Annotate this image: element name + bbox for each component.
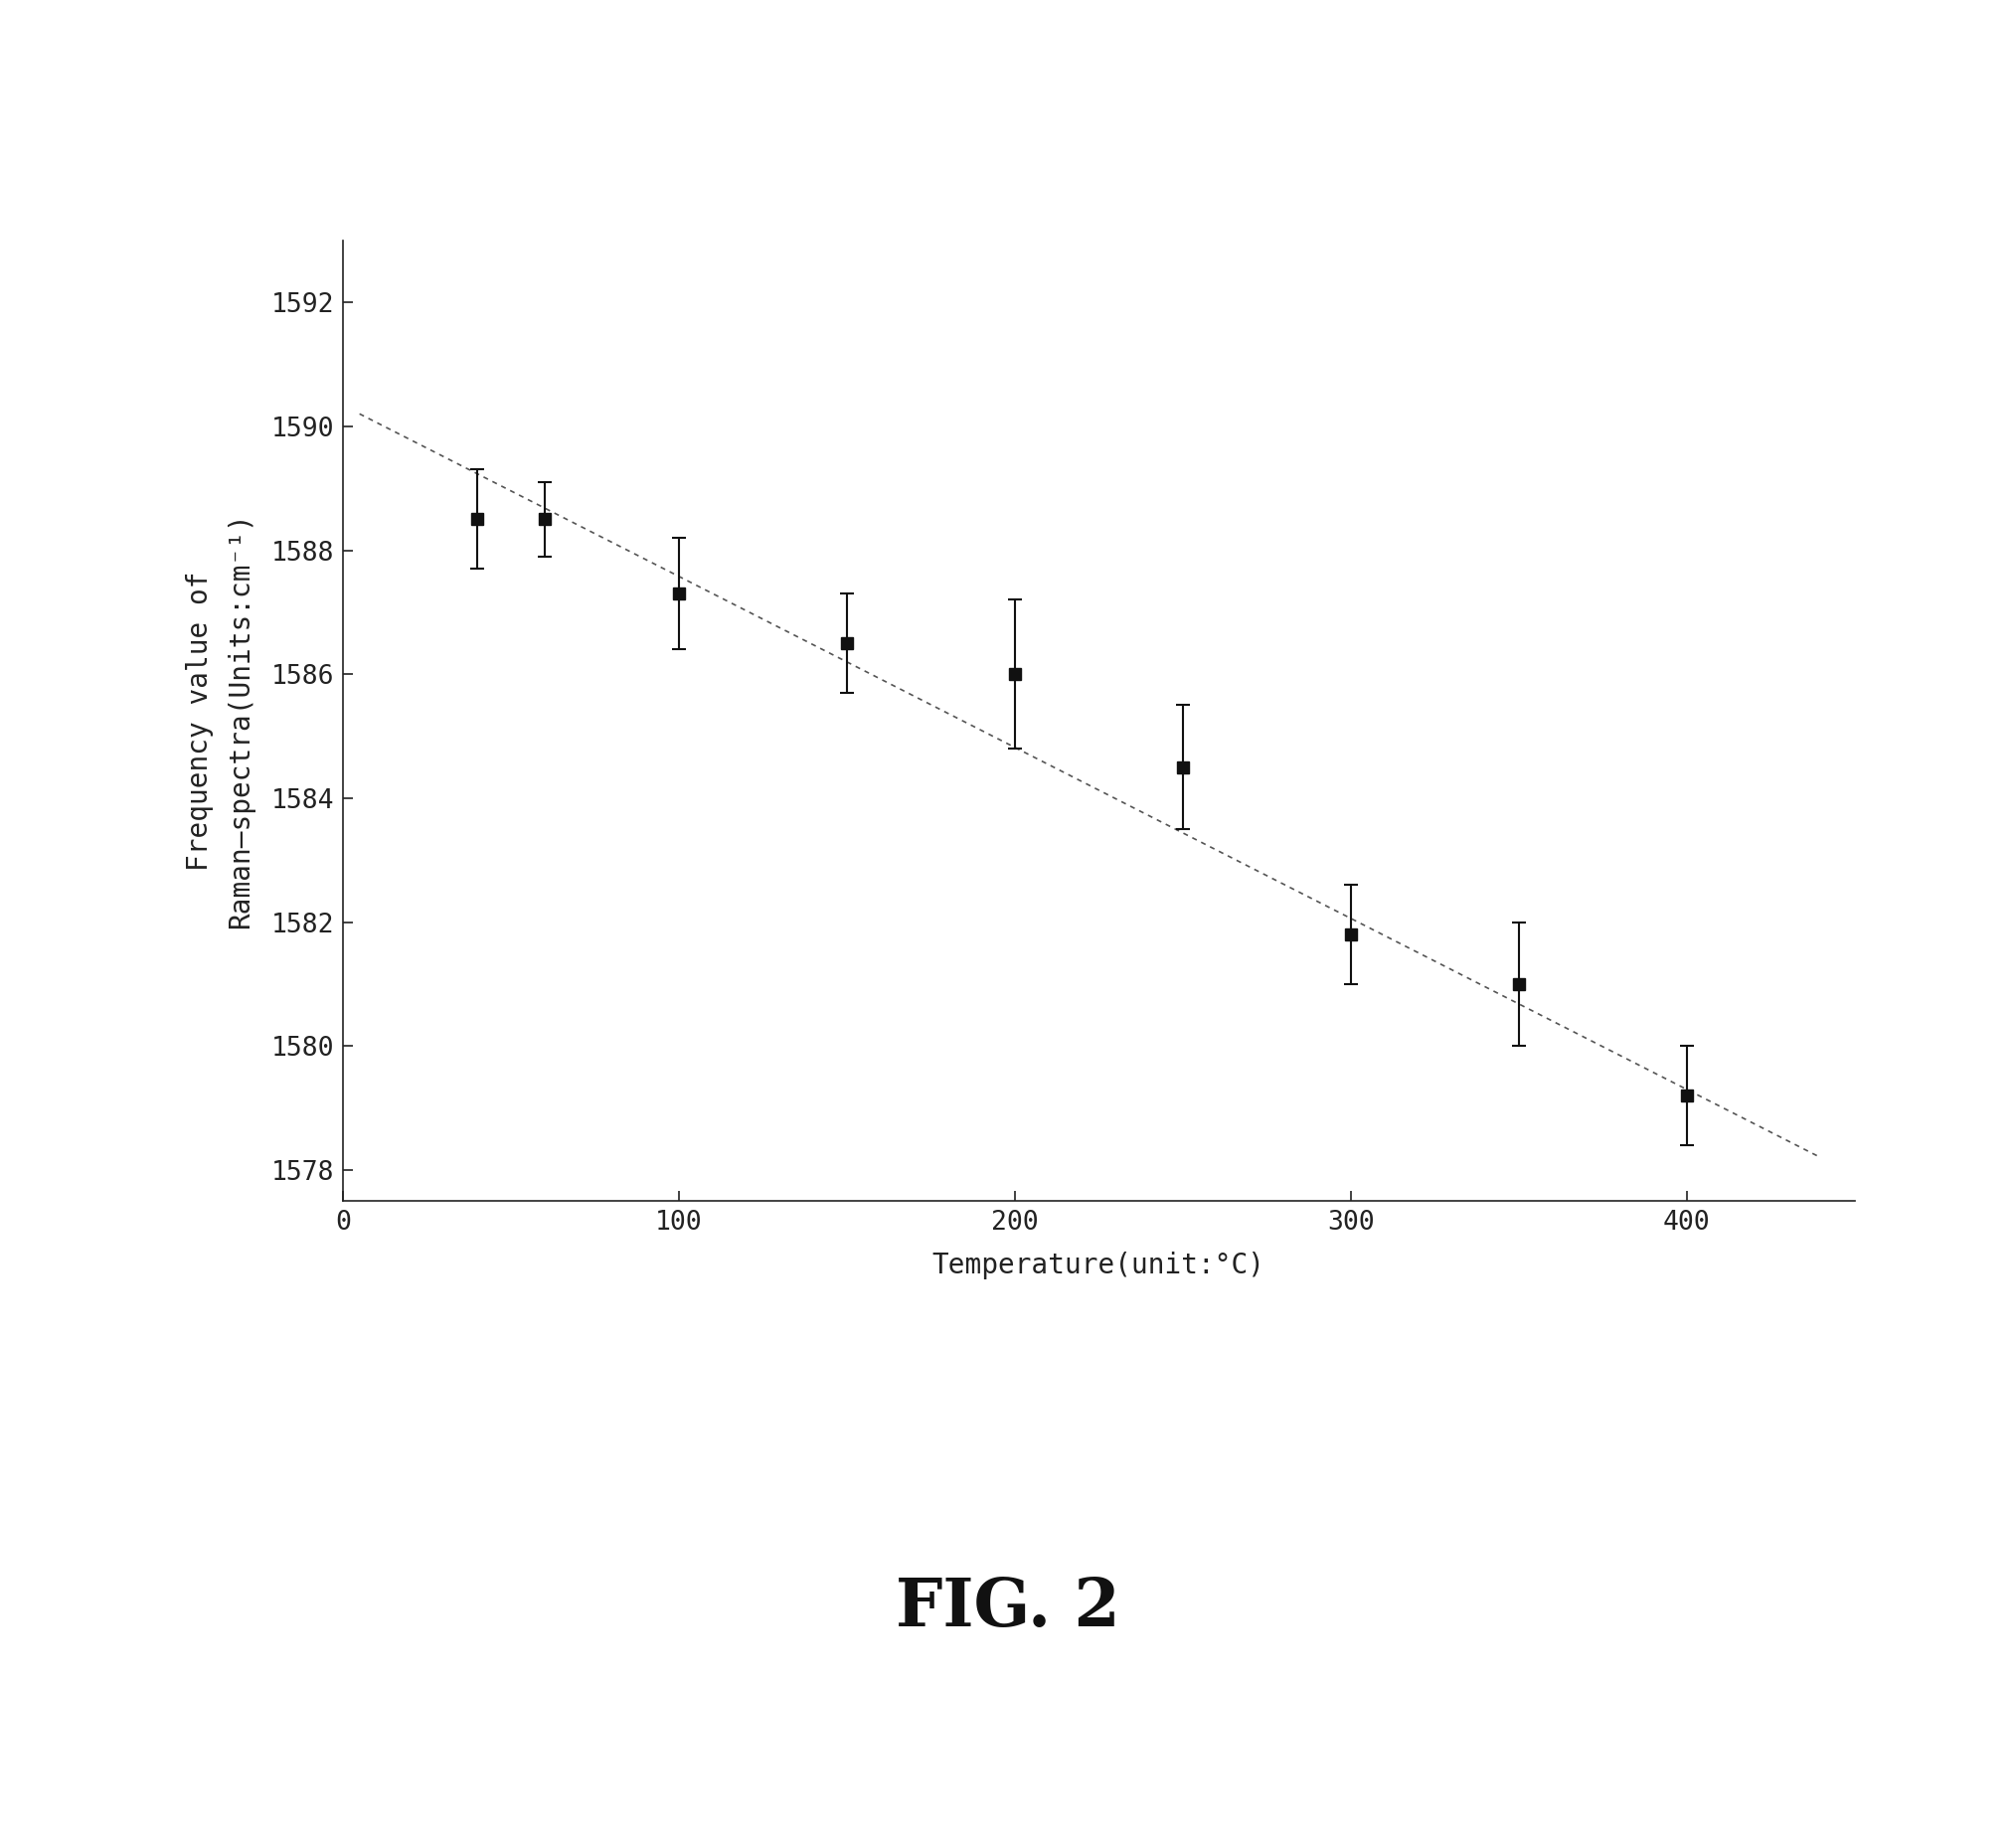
X-axis label: Temperature(unit:°C): Temperature(unit:°C) [931, 1251, 1266, 1279]
Y-axis label: Frequency value of
Raman–spectra(Units:cm⁻¹): Frequency value of Raman–spectra(Units:c… [185, 512, 254, 930]
Text: FIG. 2: FIG. 2 [895, 1576, 1121, 1639]
